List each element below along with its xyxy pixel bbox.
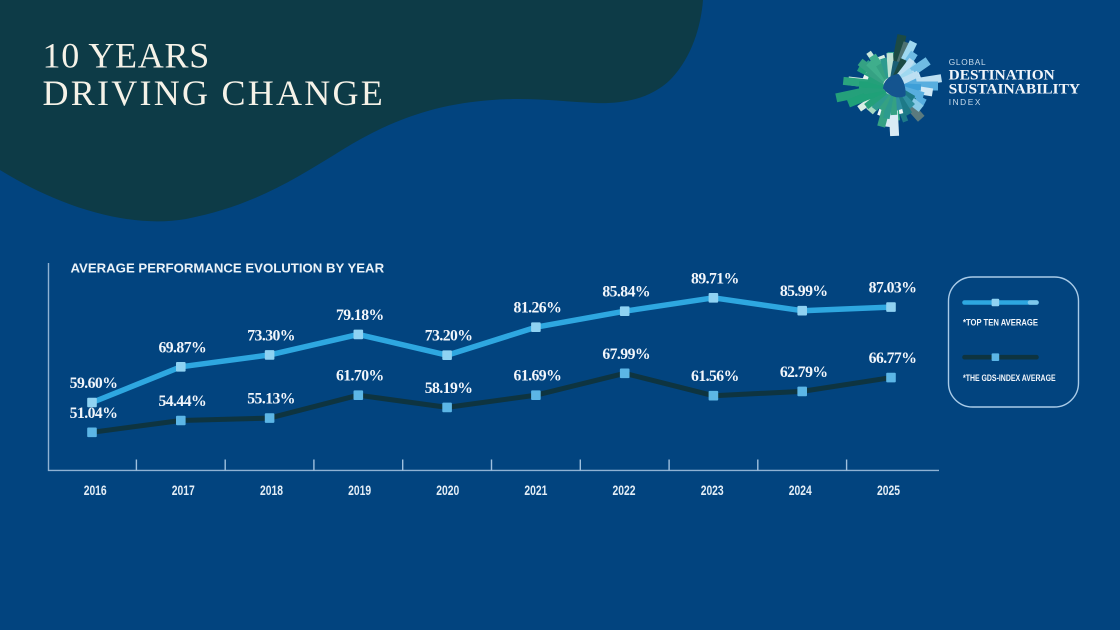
svg-text:73.30%: 73.30%	[247, 327, 295, 344]
svg-text:AVERAGE PERFORMANCE EVOLUTION: AVERAGE PERFORMANCE EVOLUTION BY YEAR	[71, 261, 385, 276]
svg-text:2025: 2025	[877, 482, 900, 498]
svg-text:89.71%: 89.71%	[691, 270, 739, 287]
svg-text:69.87%: 69.87%	[158, 339, 206, 356]
svg-text:2021: 2021	[524, 482, 547, 498]
svg-text:2018: 2018	[260, 482, 283, 498]
svg-text:10 YEARS: 10 YEARS	[43, 36, 210, 76]
svg-text:2022: 2022	[613, 482, 636, 498]
svg-text:DRIVING CHANGE: DRIVING CHANGE	[43, 73, 385, 113]
svg-text:85.99%: 85.99%	[780, 283, 828, 300]
svg-text:81.26%: 81.26%	[514, 300, 562, 317]
svg-text:87.03%: 87.03%	[869, 280, 917, 297]
svg-text:2016: 2016	[84, 482, 107, 498]
svg-text:*THE GDS-INDEX AVERAGE: *THE GDS-INDEX AVERAGE	[963, 373, 1056, 383]
svg-text:51.04%: 51.04%	[70, 405, 118, 422]
svg-text:2019: 2019	[348, 482, 371, 498]
svg-text:2023: 2023	[701, 482, 724, 498]
svg-text:67.99%: 67.99%	[602, 346, 650, 363]
svg-text:58.19%: 58.19%	[425, 380, 473, 397]
svg-text:*TOP TEN AVERAGE: *TOP TEN AVERAGE	[963, 318, 1038, 328]
svg-text:85.84%: 85.84%	[602, 284, 650, 301]
svg-text:2017: 2017	[172, 482, 195, 498]
svg-text:66.77%: 66.77%	[869, 350, 917, 367]
svg-text:GLOBAL: GLOBAL	[949, 57, 987, 67]
svg-text:79.18%: 79.18%	[336, 307, 384, 324]
svg-text:DESTINATION: DESTINATION	[949, 68, 1055, 84]
svg-text:54.44%: 54.44%	[158, 393, 206, 410]
svg-text:61.69%: 61.69%	[514, 368, 562, 385]
svg-text:2020: 2020	[436, 482, 459, 498]
svg-text:2024: 2024	[789, 482, 812, 498]
svg-text:73.20%: 73.20%	[425, 328, 473, 345]
svg-text:61.56%: 61.56%	[691, 368, 739, 385]
svg-text:55.13%: 55.13%	[247, 391, 295, 408]
svg-text:62.79%: 62.79%	[780, 364, 828, 381]
svg-text:59.60%: 59.60%	[70, 375, 118, 392]
svg-text:61.70%: 61.70%	[336, 368, 384, 385]
svg-text:INDEX: INDEX	[949, 97, 982, 107]
svg-text:SUSTAINABILITY: SUSTAINABILITY	[949, 82, 1081, 98]
